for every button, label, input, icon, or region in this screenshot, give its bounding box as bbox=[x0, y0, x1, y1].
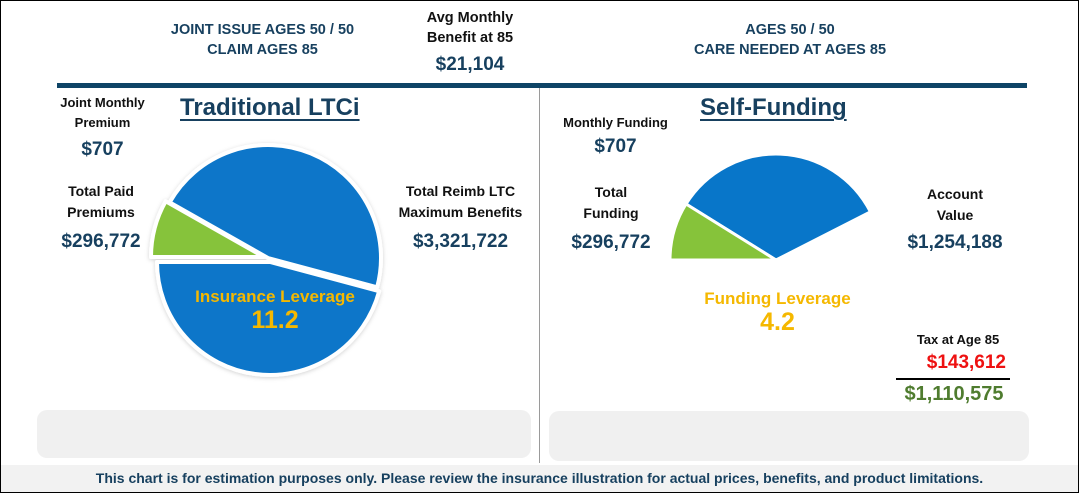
traditional-pie bbox=[149, 143, 383, 377]
self-funding-pie bbox=[668, 152, 872, 262]
total-paid-premiums: Total Paid Premiums $296,772 bbox=[45, 181, 157, 253]
sum-rule bbox=[896, 378, 1010, 380]
header-right-line2: CARE NEEDED AT AGES 85 bbox=[693, 42, 887, 58]
monthly-funding: Monthly Funding $707 bbox=[553, 113, 678, 158]
account-value-slice bbox=[684, 152, 872, 262]
avg-monthly-value: $21,104 bbox=[435, 54, 505, 75]
joint-monthly-premium-label-1: Joint Monthly bbox=[60, 95, 145, 110]
traditional-title: Traditional LTCi bbox=[180, 94, 360, 121]
header-rule bbox=[57, 83, 1027, 88]
premiums-slice bbox=[149, 199, 266, 259]
insurance-leverage-value: 11.2 bbox=[251, 306, 299, 334]
header-middle: Avg Monthly Benefit at 85 $21,104 bbox=[400, 8, 540, 76]
benefits-slice-lower bbox=[155, 260, 382, 377]
section-divider bbox=[539, 88, 540, 463]
joint-monthly-premium-label-2: Premium bbox=[74, 115, 131, 130]
header-right: AGES 50 / 50 CARE NEEDED AT AGES 85 bbox=[660, 20, 920, 60]
max-benefits-value: $3,321,722 bbox=[412, 231, 509, 252]
net-value: $1,110,575 bbox=[904, 383, 1004, 405]
total-funding-slice bbox=[668, 202, 778, 262]
joint-monthly-premium: Joint Monthly Premium $707 bbox=[45, 93, 160, 161]
insurance-leverage: Insurance Leverage 11.2 bbox=[170, 287, 380, 335]
tax-label: Tax at Age 85 bbox=[916, 332, 1000, 347]
traditional-notes-box bbox=[37, 410, 531, 458]
account-value-label-1: Account bbox=[927, 186, 983, 202]
self-funding-notes-box bbox=[549, 411, 1029, 461]
joint-monthly-premium-value: $707 bbox=[81, 139, 124, 160]
header-left-line2: CLAIM AGES 85 bbox=[207, 42, 318, 58]
funding-leverage: Funding Leverage 4.2 bbox=[680, 289, 875, 337]
funding-leverage-label: Funding Leverage bbox=[704, 289, 851, 308]
funding-leverage-value: 4.2 bbox=[760, 308, 795, 336]
monthly-funding-label: Monthly Funding bbox=[563, 115, 668, 130]
header-right-line1: AGES 50 / 50 bbox=[745, 22, 835, 38]
header-left: JOINT ISSUE AGES 50 / 50 CLAIM AGES 85 bbox=[150, 20, 375, 60]
total-paid-label-2: Premiums bbox=[67, 204, 135, 220]
account-value-label-2: Value bbox=[936, 207, 974, 223]
benefits-slice-upper bbox=[167, 143, 383, 290]
total-funding-label-1: Total bbox=[594, 184, 628, 200]
total-funding: Total Funding $296,772 bbox=[555, 182, 667, 254]
self-funding-title: Self-Funding bbox=[700, 94, 847, 121]
total-funding-value: $296,772 bbox=[571, 232, 651, 253]
header-left-line1: JOINT ISSUE AGES 50 / 50 bbox=[170, 22, 355, 38]
account-value: Account Value $1,254,188 bbox=[895, 184, 1015, 254]
insurance-leverage-label: Insurance Leverage bbox=[195, 287, 355, 306]
account-value-amount: $1,254,188 bbox=[907, 232, 1003, 253]
total-paid-value: $296,772 bbox=[61, 231, 141, 252]
total-paid-label-1: Total Paid bbox=[68, 183, 134, 199]
monthly-funding-value: $707 bbox=[594, 136, 637, 157]
avg-monthly-label-2: Benefit at 85 bbox=[426, 30, 514, 46]
avg-monthly-label-1: Avg Monthly bbox=[426, 10, 514, 26]
max-benefits-label-2: Maximum Benefits bbox=[398, 204, 523, 220]
disclaimer: This chart is for estimation purposes on… bbox=[1, 465, 1078, 492]
tax-value: $143,612 bbox=[926, 352, 1006, 373]
max-benefits: Total Reimb LTC Maximum Benefits $3,321,… bbox=[388, 181, 533, 253]
total-funding-label-2: Funding bbox=[583, 205, 639, 221]
tax-block: Tax at Age 85 $143,612 $1,110,575 bbox=[896, 330, 1012, 406]
max-benefits-label-1: Total Reimb LTC bbox=[405, 183, 516, 199]
